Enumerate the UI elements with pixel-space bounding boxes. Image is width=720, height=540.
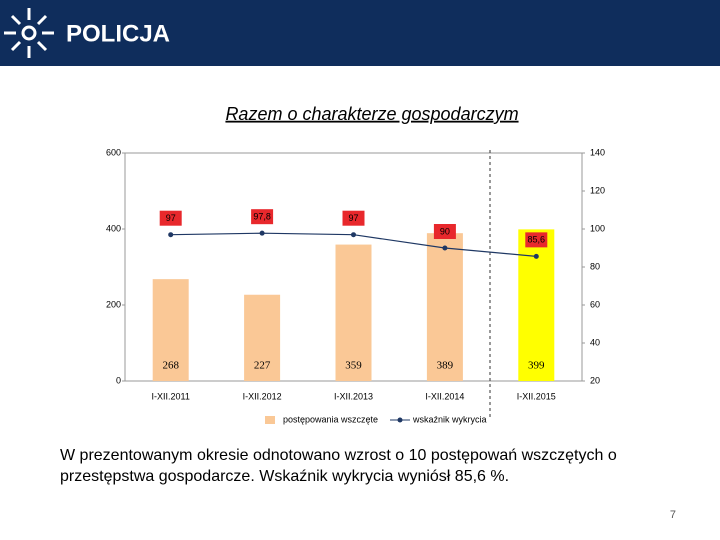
line-value-label: 97,8: [253, 212, 271, 222]
line-point: [259, 230, 265, 236]
label-box: [159, 210, 182, 226]
x-tick-label: I-XII.2013: [334, 391, 373, 401]
bar: [518, 229, 555, 381]
y2-tick-label: 120: [590, 185, 605, 195]
y2-tick-label: 140: [590, 147, 605, 157]
label-box: [525, 232, 548, 248]
bar: [335, 244, 372, 381]
line-point: [533, 253, 539, 259]
chart-title: Razem o charakterze gospodarczym: [225, 104, 518, 124]
label-box: [251, 209, 274, 225]
header-band: [0, 0, 720, 66]
label-box: [433, 224, 456, 239]
line-value-label: 97: [166, 213, 176, 223]
x-tick-label: I-XII.2012: [243, 391, 282, 401]
y2-tick-label: 40: [590, 337, 600, 347]
y2-tick-label: 100: [590, 223, 605, 233]
y2-tick-label: 80: [590, 261, 600, 271]
x-tick-label: I-XII.2014: [425, 391, 464, 401]
legend-label: wskaźnik wykrycia: [412, 414, 487, 424]
bar-value-label: 359: [345, 360, 362, 372]
bar-value-label: 227: [254, 360, 271, 372]
bar: [244, 294, 281, 381]
y-tick-label: 400: [106, 223, 121, 233]
y-tick-label: 0: [116, 375, 121, 385]
paragraph: W prezentowanym okresie odnotowano wzros…: [60, 447, 617, 485]
line-point: [442, 245, 448, 251]
bar-value-label: 389: [437, 360, 454, 372]
line-point: [351, 232, 356, 238]
line-value-label: 97: [348, 213, 358, 223]
legend-swatch: [265, 416, 275, 424]
legend-swatch: [397, 417, 403, 423]
logo-text: POLICJA: [66, 20, 170, 47]
bar-value-label: 268: [162, 360, 179, 372]
bar: [152, 279, 189, 381]
y-tick-label: 200: [106, 299, 121, 309]
line-value-label: 85,6: [528, 235, 546, 245]
line-value-label: 90: [440, 226, 450, 236]
x-tick-label: I-XII.2011: [152, 391, 190, 401]
legend-label: postępowania wszczęte: [283, 414, 378, 424]
bar: [426, 233, 463, 381]
y2-tick-label: 20: [590, 375, 600, 385]
bar-value-label: 399: [528, 360, 545, 372]
line-point: [168, 232, 174, 238]
x-tick-label: I-XII.2015: [517, 391, 556, 401]
y-tick-label: 600: [106, 147, 121, 157]
logo-icon: [4, 8, 54, 58]
label-box: [342, 210, 365, 226]
y2-tick-label: 60: [590, 299, 600, 309]
page-number: 7: [670, 509, 676, 521]
